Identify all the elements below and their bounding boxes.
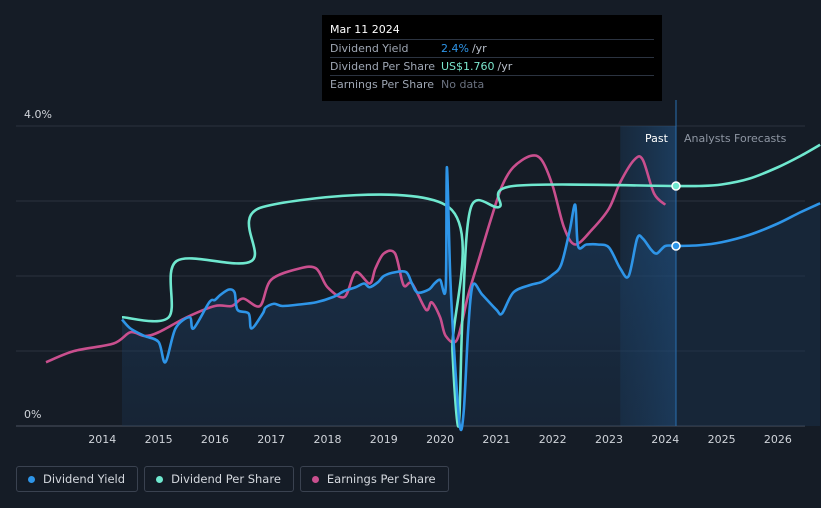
tooltip-label: Dividend Per Share [330,60,436,73]
tooltip-row-dividend-yield: Dividend Yield 2.4% /yr [330,40,654,58]
x-tick-label: 2018 [314,433,342,446]
tooltip-unit: /yr [497,60,513,73]
dividend-yield-forecast-area [675,203,821,426]
past-label: Past [645,132,669,145]
tooltip-row-earnings-per-share: Earnings Per Share No data [330,76,654,93]
tooltip-unit: /yr [471,42,487,55]
dividend-yield-forecast-line [675,202,821,248]
x-tick-label: 2016 [201,433,229,446]
legend-earnings-per-share[interactable]: Earnings Per Share [299,466,449,492]
dividend-yield-marker[interactable] [671,241,681,251]
legend-label: Dividend Yield [43,472,126,486]
tooltip-value: US$1.760 [441,60,495,73]
dividend-yield-line [121,165,677,432]
x-tick-label: 2020 [426,433,454,446]
tooltip-row-dividend-per-share: Dividend Per Share US$1.760 /yr [330,58,654,76]
x-tick-label: 2014 [88,433,116,446]
tooltip-date: Mar 11 2024 [330,21,654,40]
x-tick-label: 2015 [145,433,173,446]
tooltip-value: No data [441,78,485,91]
tooltip-value: 2.4% [441,42,469,55]
legend-label: Earnings Per Share [326,472,436,486]
legend-dividend-per-share[interactable]: Dividend Per Share [144,466,294,492]
tooltip-label: Dividend Yield [330,42,409,55]
dividend-per-share-forecast-line [675,143,821,188]
x-axis-ticks: 2014 2015 2016 2017 2018 2019 2020 2021 2022 2023… [88,433,792,446]
legend: Dividend Yield Dividend Per Share Earnin… [16,466,449,492]
x-tick-label: 2022 [539,433,567,446]
x-tick-label: 2026 [764,433,792,446]
legend-dot-icon [311,475,319,483]
y-axis-label-bottom: 0% [24,408,41,421]
legend-label: Dividend Per Share [171,472,281,486]
analysts-forecasts-label: Analysts Forecasts [684,132,787,145]
x-tick-label: 2024 [651,433,679,446]
tooltip-label: Earnings Per Share [330,78,435,91]
y-axis-label-top: 4.0% [24,108,52,121]
legend-dot-icon [28,475,35,483]
x-tick-label: 2021 [482,433,510,446]
x-tick-label: 2025 [708,433,736,446]
dividend-yield-area [122,167,676,430]
dividend-per-share-marker[interactable] [671,181,681,191]
x-tick-label: 2023 [595,433,623,446]
dividend-per-share-line [121,183,676,428]
tooltip: Mar 11 2024 Dividend Yield 2.4% /yr Divi… [322,15,662,101]
legend-dot-icon [156,475,164,483]
x-tick-label: 2017 [257,433,285,446]
x-tick-label: 2019 [370,433,398,446]
legend-dividend-yield[interactable]: Dividend Yield [16,466,139,492]
